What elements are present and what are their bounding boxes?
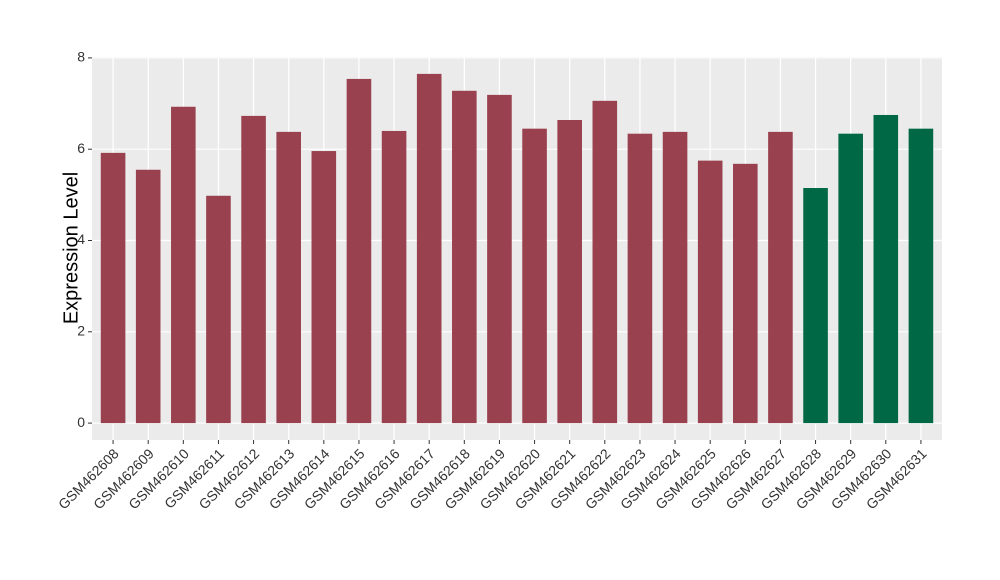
y-axis-title: Expression Level [60,172,82,324]
bar [487,94,512,424]
bar [627,133,653,424]
bar [838,133,863,424]
y-tick-label: 8 [77,49,85,65]
bar [908,128,934,424]
bar [276,131,301,424]
bar [557,119,582,424]
bar [662,131,688,424]
bar [697,160,723,424]
y-tick-label: 2 [77,323,85,339]
y-tick-label: 0 [77,414,85,430]
bar [241,115,266,424]
bar [100,152,126,424]
y-tick-label: 6 [77,140,85,156]
y-tick-label: 4 [77,231,85,247]
bar [873,114,899,424]
panel [92,57,942,440]
bar [346,78,372,424]
bar [206,195,231,424]
bar [381,130,407,424]
bar [416,73,442,424]
bar [171,106,196,424]
bar [452,90,477,424]
bar [135,169,161,424]
bar [733,163,758,424]
bar [522,128,547,424]
bar [311,151,337,424]
bar [768,131,793,424]
bar [592,100,618,424]
bar [803,188,828,424]
